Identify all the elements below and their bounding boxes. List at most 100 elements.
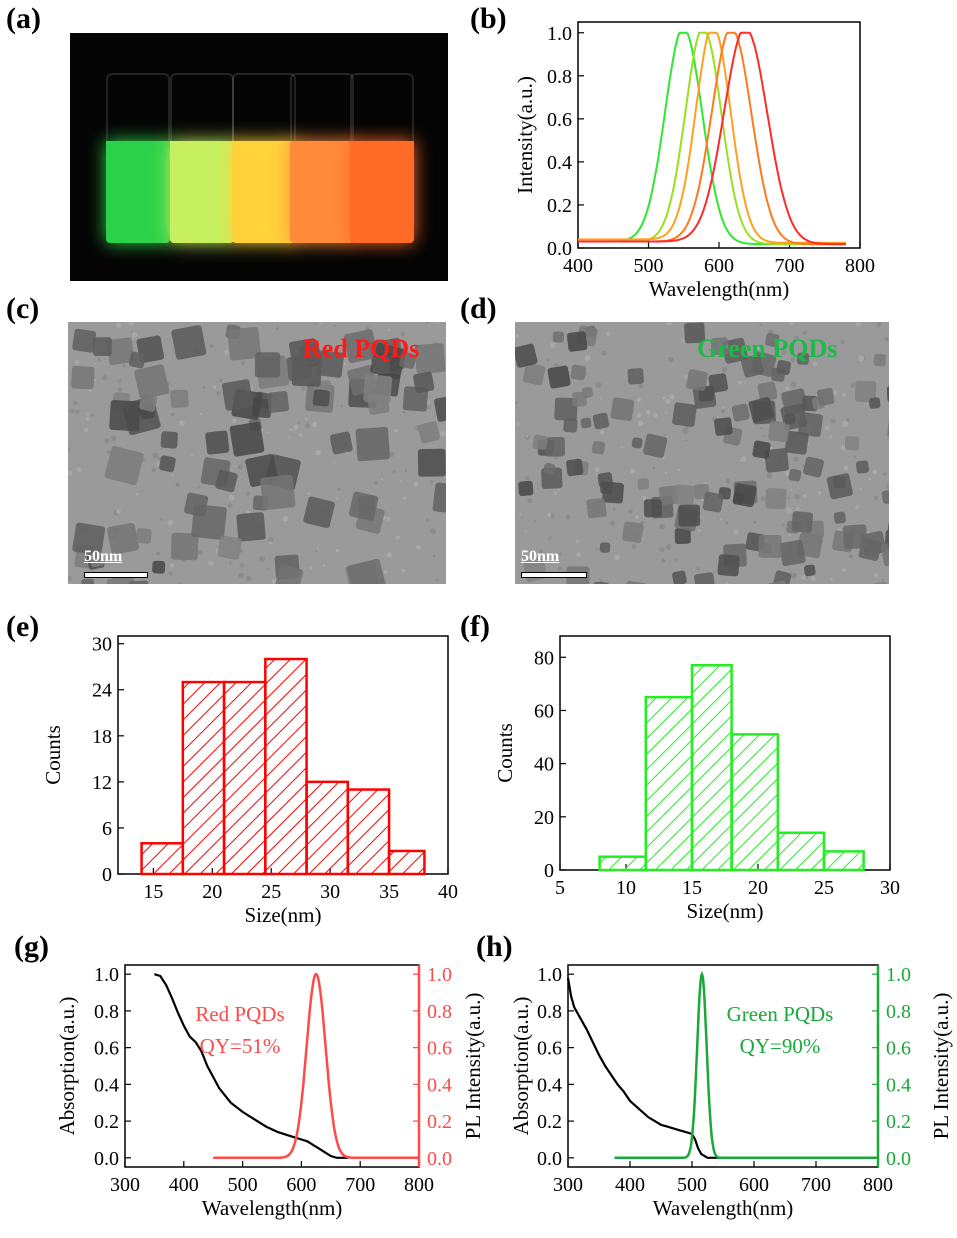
panel-label-e: (e) xyxy=(6,610,40,643)
nanocrystal xyxy=(552,331,564,343)
nanocrystal xyxy=(221,379,254,411)
x-tick-label: 400 xyxy=(169,1174,199,1196)
nanocrystal xyxy=(566,331,588,352)
y-axis-label: Absorption(a.u.) xyxy=(509,997,533,1136)
y-tick-label: 0.6 xyxy=(537,1038,562,1060)
y-tick-label: 6 xyxy=(102,818,112,840)
y-tick-label: 0.8 xyxy=(537,1001,562,1023)
series-line-yellow xyxy=(578,31,846,244)
vial-1 xyxy=(106,73,170,243)
nanocrystal xyxy=(673,484,695,506)
x-tick-label: 500 xyxy=(677,1174,707,1196)
nanocrystal xyxy=(702,491,724,513)
nanocrystal xyxy=(227,326,261,361)
nanocrystal xyxy=(868,397,881,409)
right-y-tick-label: 0.2 xyxy=(427,1111,452,1133)
pl-line xyxy=(213,972,419,1160)
vial-1-liquid xyxy=(106,141,170,243)
series-line-yellow-green xyxy=(578,31,846,246)
vial-4-liquid xyxy=(290,141,354,243)
right-y-tick-label: 0.0 xyxy=(886,1148,911,1170)
nanocrystal xyxy=(582,386,594,399)
nanocrystal xyxy=(684,322,706,344)
nanocrystal xyxy=(708,373,729,393)
y-tick-label: 0.4 xyxy=(547,152,572,174)
nanocrystal xyxy=(372,356,390,375)
nanocrystal xyxy=(92,337,112,357)
nanocrystal xyxy=(417,448,446,477)
y-tick-label: 40 xyxy=(534,754,554,776)
tem-green-label: Green PQDs xyxy=(697,334,838,363)
panel-label-c: (c) xyxy=(6,292,40,325)
nanocrystal xyxy=(570,364,587,381)
y-tick-label: 0.4 xyxy=(537,1074,562,1096)
annotation-qy: QY=90% xyxy=(740,1034,821,1058)
x-tick-label: 40 xyxy=(438,881,458,903)
y-tick-label: 0 xyxy=(544,860,554,882)
x-tick-label: 600 xyxy=(704,255,734,277)
nanocrystal xyxy=(563,418,578,433)
y-tick-label: 0.0 xyxy=(547,238,572,260)
y-tick-label: 0.2 xyxy=(94,1111,119,1133)
chart-b: 400 500 600 700 800 0.0 0.2 0.4 0.6 0.8 1.0 Wavelen… xyxy=(513,21,875,301)
y-axis-label: Absorption(a.u.) xyxy=(55,997,79,1136)
y-tick-label: 0.0 xyxy=(537,1148,562,1170)
nanocrystal xyxy=(159,455,176,473)
right-y-tick-label: 0.4 xyxy=(427,1074,452,1096)
y-tick-label: 0.8 xyxy=(547,66,572,88)
nanocrystal xyxy=(355,426,390,462)
x-tick-label: 600 xyxy=(286,1174,316,1196)
nanocrystal xyxy=(329,431,353,455)
nanocrystal xyxy=(768,420,790,443)
plot-frame-b xyxy=(577,21,861,249)
vial-5 xyxy=(350,73,414,243)
panel-label-f: (f) xyxy=(460,610,490,643)
histogram-bar xyxy=(181,680,226,876)
histogram-bar xyxy=(305,780,350,876)
x-tick-label: 500 xyxy=(634,255,664,277)
nanocrystal xyxy=(842,524,868,550)
x-tick-label: 5 xyxy=(555,877,565,899)
nanocrystal xyxy=(104,446,144,486)
nanocrystal xyxy=(784,430,809,455)
nanocrystal xyxy=(107,522,139,555)
histogram-bar xyxy=(730,733,780,872)
vial-2 xyxy=(170,73,234,243)
x-tick-label: 30 xyxy=(320,881,340,903)
nanocrystal xyxy=(816,387,835,406)
nanocrystal xyxy=(160,431,179,449)
y-tick-label: 1.0 xyxy=(537,964,562,986)
chart-f: 5 10 15 20 25 30 0 20 40 60 80 Size(nm) Counts xyxy=(493,635,900,923)
y-tick-label: 0.2 xyxy=(547,195,572,217)
nanocrystal xyxy=(873,353,887,367)
histogram-bar xyxy=(598,855,648,872)
tem-red-scale-bar xyxy=(84,572,148,578)
panel-label-h: (h) xyxy=(476,930,513,963)
nanocrystal xyxy=(106,337,135,365)
nanocrystal xyxy=(844,436,860,451)
nanocrystal xyxy=(72,522,106,556)
nanocrystal xyxy=(881,489,889,504)
x-tick-label: 800 xyxy=(845,255,875,277)
nanocrystal xyxy=(622,521,644,543)
nanocrystal xyxy=(672,402,697,427)
nanocrystal xyxy=(758,534,782,558)
histogram-bar xyxy=(387,849,426,876)
nanocrystal xyxy=(586,497,607,519)
nanocrystal xyxy=(880,541,889,567)
nanocrystal xyxy=(776,359,792,375)
right-y-tick-label: 1.0 xyxy=(886,964,911,986)
chart-g: 300 400 500 600 700 800 0.0 0.2 0.4 0.6 0.8 1.0 Wave… xyxy=(55,964,485,1220)
nanocrystal xyxy=(600,481,613,494)
histogram-bar xyxy=(644,695,694,872)
y-tick-label: 20 xyxy=(534,807,554,829)
nanocrystal xyxy=(303,496,335,529)
nanocrystal xyxy=(184,492,209,517)
nanocrystal xyxy=(348,491,379,521)
nanocrystal xyxy=(136,528,152,544)
x-tick-label: 300 xyxy=(553,1174,583,1196)
y-tick-label: 0.2 xyxy=(537,1111,562,1133)
nanocrystal xyxy=(731,403,750,422)
x-axis-label: Size(nm) xyxy=(245,903,322,927)
histogram-bar xyxy=(264,657,308,876)
